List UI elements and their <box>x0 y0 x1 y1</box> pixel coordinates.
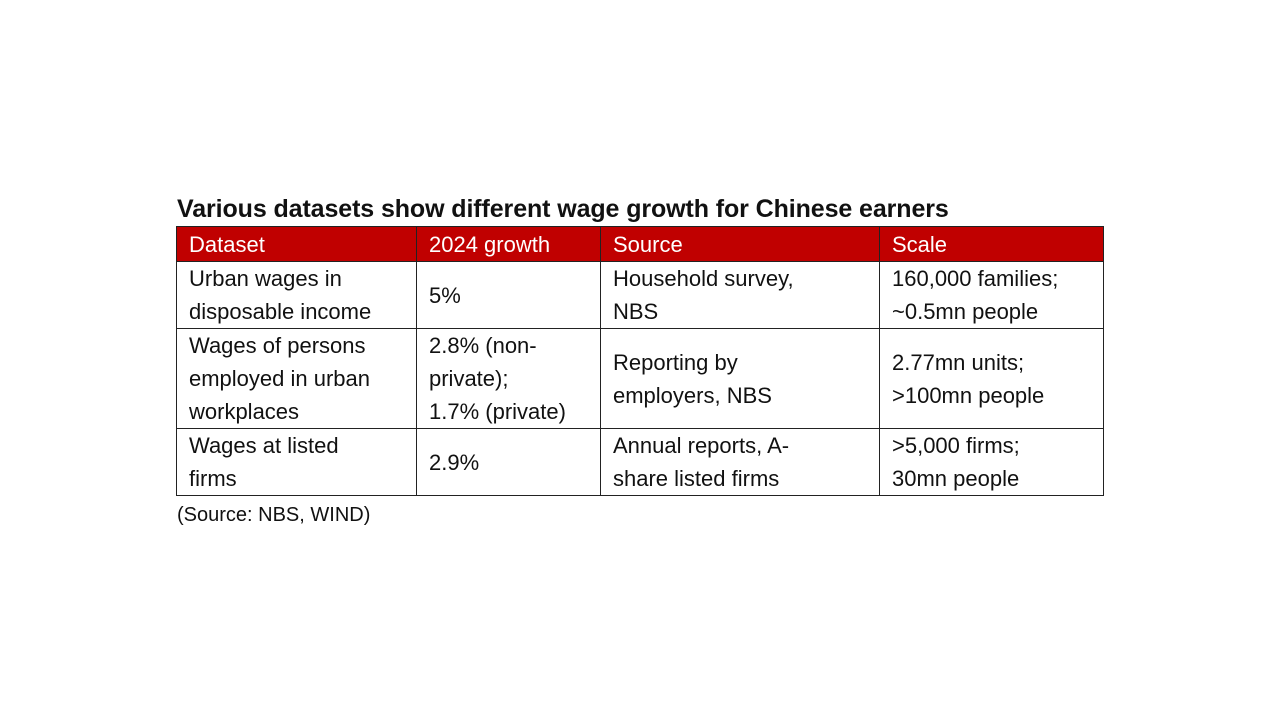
growth-cell: 5% <box>416 261 601 329</box>
cell-line: Household survey, <box>613 266 794 291</box>
cell-line: Wages of persons <box>189 333 366 358</box>
header-scale: Scale <box>879 226 1104 262</box>
source-note: (Source: NBS, WIND) <box>177 504 371 526</box>
table-row: Wages of persons employed in urban workp… <box>176 328 1104 429</box>
header-source: Source <box>600 226 880 262</box>
header-growth: 2024 growth <box>416 226 601 262</box>
cell-line: share listed firms <box>613 466 780 491</box>
growth-cell: 2.8% (non- private); 1.7% (private) <box>416 328 601 429</box>
cell-line: Reporting by <box>613 349 738 375</box>
cell-line: Wages at listed <box>189 433 339 458</box>
dataset-cell: Urban wages in disposable income <box>176 261 417 329</box>
source-cell: Reporting by employers, NBS <box>600 328 880 429</box>
cell-line: NBS <box>613 299 659 324</box>
cell-line: disposable income <box>189 299 372 324</box>
table-title: Various datasets show different wage gro… <box>177 195 949 223</box>
cell-line: 2.77mn units; <box>892 349 1025 375</box>
cell-line: 2.8% (non- <box>429 333 537 358</box>
source-cell: Household survey, NBS <box>600 261 880 329</box>
cell-line: 1.7% (private) <box>429 399 566 424</box>
table-header-row: Dataset 2024 growth Source Scale <box>176 226 1104 262</box>
scale-cell: >5,000 firms; 30mn people <box>879 428 1104 496</box>
cell-line: >5,000 firms; <box>892 433 1020 458</box>
cell-line: ~0.5mn people <box>892 299 1039 324</box>
dataset-cell: Wages of persons employed in urban workp… <box>176 328 417 429</box>
header-dataset: Dataset <box>176 226 417 262</box>
table-row: Urban wages in disposable income 5% Hous… <box>176 261 1104 329</box>
cell-line: workplaces <box>189 399 300 424</box>
scale-cell: 160,000 families; ~0.5mn people <box>879 261 1104 329</box>
cell-line: 160,000 families; <box>892 266 1059 291</box>
cell-line: 5% <box>429 282 461 308</box>
scale-cell: 2.77mn units; >100mn people <box>879 328 1104 429</box>
dataset-cell: Wages at listed firms <box>176 428 417 496</box>
wage-growth-table: Dataset 2024 growth Source Scale Urban w… <box>176 226 1104 496</box>
source-cell: Annual reports, A- share listed firms <box>600 428 880 496</box>
cell-line: Urban wages in <box>189 266 342 291</box>
cell-line: employers, NBS <box>613 382 772 408</box>
cell-line: >100mn people <box>892 382 1045 408</box>
cell-line: private); <box>429 366 509 391</box>
cell-line: employed in urban <box>189 366 371 391</box>
cell-line: Annual reports, A- <box>613 433 790 458</box>
cell-line: 30mn people <box>892 466 1020 491</box>
growth-cell: 2.9% <box>416 428 601 496</box>
cell-line: firms <box>189 466 237 491</box>
slide: Various datasets show different wage gro… <box>176 192 1104 532</box>
cell-line: 2.9% <box>429 449 480 475</box>
table-row: Wages at listed firms 2.9% Annual report… <box>176 428 1104 496</box>
